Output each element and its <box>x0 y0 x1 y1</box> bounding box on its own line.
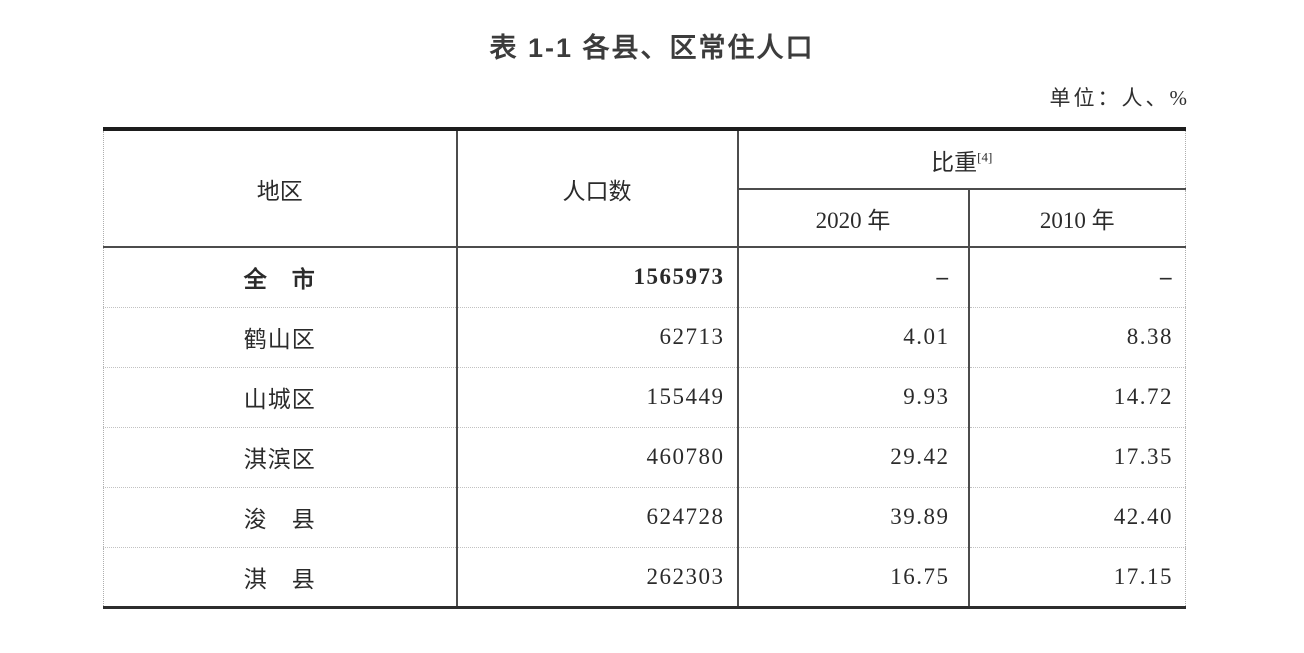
region-cell: 山城区 <box>103 366 457 427</box>
pct-2020-cell: – <box>736 247 969 307</box>
pct-2010-cell: 8.38 <box>967 306 1186 367</box>
pct-2010-cell: 14.72 <box>967 366 1186 427</box>
pct-2010-cell: 17.15 <box>967 546 1186 607</box>
population-cell: 1565973 <box>455 247 738 307</box>
pct-2010-cell: 17.35 <box>967 426 1186 487</box>
region-cell: 鹤山区 <box>103 306 457 367</box>
population-cell: 262303 <box>455 546 738 607</box>
table-row: 鹤山区 62713 4.01 8.38 <box>103 306 1186 367</box>
population-cell: 460780 <box>455 426 738 487</box>
pct-2010-cell: – <box>967 247 1186 307</box>
population-cell: 624728 <box>455 486 738 547</box>
table-row: 浚 县 624728 39.89 42.40 <box>103 486 1186 547</box>
table-row-total: 全 市 1565973 – – <box>103 247 1186 307</box>
header-proportion: 比重[4] <box>736 129 1186 190</box>
header-proportion-label: 比重 <box>931 149 978 175</box>
population-cell: 155449 <box>455 366 738 427</box>
header-region: 地区 <box>103 129 457 248</box>
pct-2020-cell: 29.42 <box>736 426 969 487</box>
region-cell: 淇 县 <box>103 546 457 607</box>
region-cell: 全 市 <box>103 247 457 307</box>
table-row: 山城区 155449 9.93 14.72 <box>103 366 1186 427</box>
header-year-2010: 2010 年 <box>967 189 1186 248</box>
page-title: 表 1-1 各县、区常住人口 <box>489 33 815 63</box>
region-cell: 浚 县 <box>103 486 457 547</box>
region-cell: 淇滨区 <box>103 426 457 487</box>
header-proportion-footnote: [4] <box>977 148 993 164</box>
unit-note: 单位：人、% <box>1049 86 1190 110</box>
table-row: 淇 县 262303 16.75 17.15 <box>103 546 1186 607</box>
header-year-2020: 2020 年 <box>736 189 969 248</box>
pct-2020-cell: 39.89 <box>736 486 969 547</box>
population-table: 地区 人口数 比重[4] 2020 年 2010 年 全 市 1565973 –… <box>103 127 1187 609</box>
pct-2020-cell: 9.93 <box>736 366 969 427</box>
header-population: 人口数 <box>455 129 738 248</box>
pct-2020-cell: 4.01 <box>736 306 969 367</box>
population-cell: 62713 <box>455 306 738 367</box>
table-row: 淇滨区 460780 29.42 17.35 <box>103 426 1186 487</box>
pct-2010-cell: 42.40 <box>967 486 1186 547</box>
pct-2020-cell: 16.75 <box>736 546 969 607</box>
